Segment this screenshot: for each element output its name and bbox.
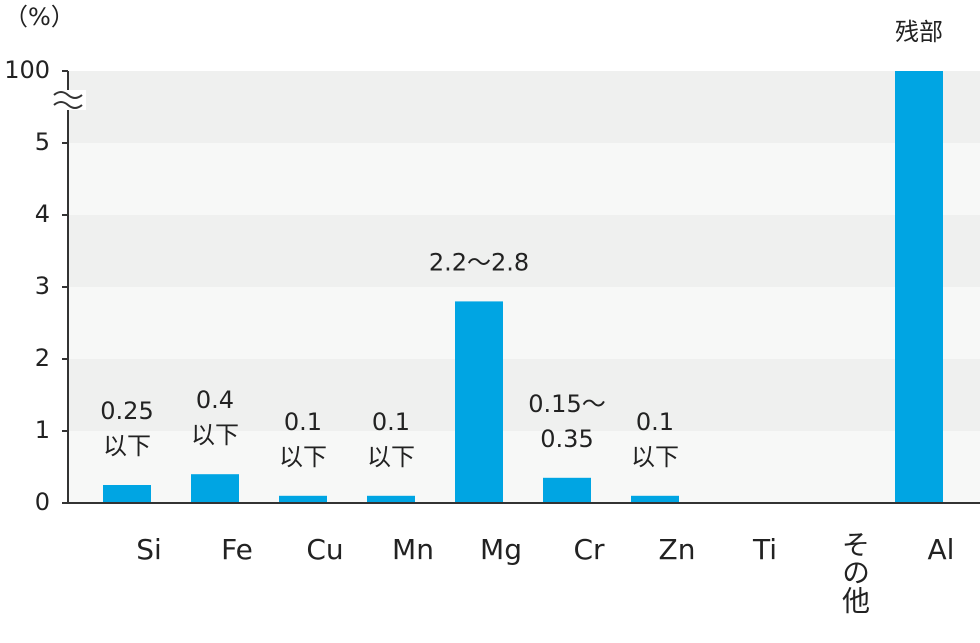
x-tick-label: Mn: [392, 533, 434, 566]
y-tick-label: 100: [4, 56, 50, 84]
value-label: 0.1: [636, 408, 674, 436]
value-label: 以下: [367, 443, 415, 471]
value-label: 残部: [895, 18, 943, 46]
y-tick-label: 4: [35, 200, 50, 228]
x-tick-label: Al: [928, 533, 955, 566]
grid-band: [68, 71, 980, 143]
x-tick-label: Si: [136, 533, 162, 566]
x-tick-label: Zn: [659, 533, 696, 566]
marks: [103, 71, 943, 503]
y-tick-label: 2: [35, 344, 50, 372]
value-label: 2.2〜2.8: [429, 248, 529, 276]
value-label: 以下: [279, 443, 327, 471]
y-axis-label: （%）: [4, 3, 75, 31]
value-label: 以下: [631, 443, 679, 471]
bar: [455, 301, 503, 503]
y-tick-label: 0: [35, 488, 50, 516]
value-label: 0.35: [540, 425, 593, 453]
value-label: 以下: [103, 432, 151, 460]
bar: [367, 495, 415, 503]
bar: [631, 495, 679, 503]
x-tick-label: Fe: [221, 533, 253, 566]
bar: [895, 71, 943, 503]
grid-band: [68, 359, 980, 431]
value-label: 0.15〜: [528, 390, 605, 418]
x-tick-label: Cr: [573, 533, 605, 566]
value-label: 0.1: [284, 408, 322, 436]
value-label: 0.25: [100, 397, 153, 425]
bar: [103, 485, 151, 503]
value-label: 0.4: [196, 386, 234, 414]
x-tick-label: その他: [838, 530, 871, 614]
x-tick-label: Cu: [306, 533, 343, 566]
y-tick-label: 1: [35, 416, 50, 444]
y-tick-label: 3: [35, 272, 50, 300]
grid-band: [68, 287, 980, 359]
axis-break-gap: [52, 90, 86, 110]
grid-band: [68, 215, 980, 287]
bar: [279, 495, 327, 503]
axis-break: [53, 91, 83, 99]
bar: [191, 474, 239, 503]
value-label: 0.1: [372, 408, 410, 436]
bar: [543, 477, 591, 503]
x-tick-label: Ti: [752, 533, 777, 566]
y-tick-label: 5: [35, 128, 50, 156]
bands: [68, 71, 980, 503]
axis-break: [53, 101, 83, 109]
x-tick-label: Mg: [480, 533, 522, 566]
value-label: 以下: [191, 421, 239, 449]
grid-band: [68, 143, 980, 215]
